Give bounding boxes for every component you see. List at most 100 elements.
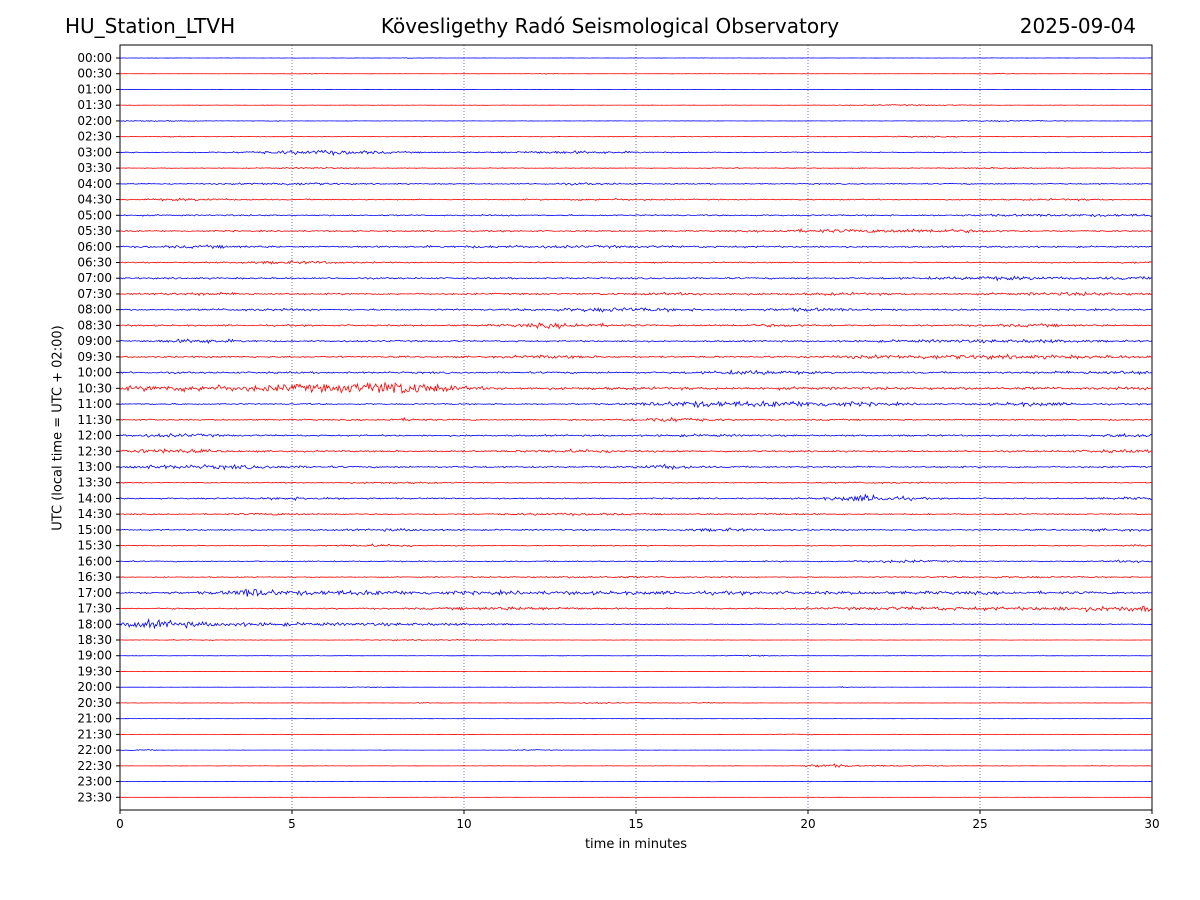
row-label-1130: 11:30: [77, 413, 112, 427]
row-label-0830: 08:30: [77, 318, 112, 332]
trace-1430: [119, 512, 1153, 517]
row-label-0000: 00:00: [77, 51, 112, 65]
x-tick-label-20: 20: [800, 817, 815, 831]
trace-2200: [119, 749, 1152, 752]
row-label-1730: 17:30: [77, 602, 112, 616]
row-label-0700: 07:00: [77, 271, 112, 285]
row-label-0400: 04:00: [77, 177, 112, 191]
row-label-1400: 14:00: [77, 491, 112, 505]
trace-0500: [119, 213, 1153, 218]
seismic-traces: [119, 57, 1153, 798]
row-label-0100: 01:00: [77, 82, 112, 96]
trace-0300: [119, 149, 1153, 157]
row-label-1100: 11:00: [77, 397, 112, 411]
trace-1330: [119, 481, 1153, 485]
row-label-1900: 19:00: [77, 649, 112, 663]
trace-1030: [119, 381, 1153, 395]
trace-2130: [119, 733, 1153, 736]
row-label-2200: 22:00: [77, 743, 112, 757]
trace-2000: [120, 686, 1153, 689]
row-label-1300: 13:00: [77, 460, 112, 474]
row-label-0530: 05:30: [77, 224, 112, 238]
row-label-0900: 09:00: [77, 334, 112, 348]
row-label-1000: 10:00: [77, 366, 112, 380]
trace-0700: [119, 275, 1153, 282]
row-label-1930: 19:30: [77, 664, 112, 678]
row-label-0630: 06:30: [77, 255, 112, 269]
row-label-1830: 18:30: [77, 633, 112, 647]
plot-date: 2025-09-04: [1019, 14, 1136, 38]
trace-0830: [119, 322, 1153, 330]
station-id: HU_Station_LTVH: [65, 14, 236, 38]
row-label-2330: 23:30: [77, 790, 112, 804]
row-label-2000: 20:00: [77, 680, 112, 694]
trace-0130: [119, 104, 1153, 107]
row-label-0330: 03:30: [77, 161, 112, 175]
x-axis-label: time in minutes: [584, 837, 688, 852]
row-label-1330: 13:30: [77, 476, 112, 490]
row-label-2300: 23:00: [77, 775, 112, 789]
x-tick-label-25: 25: [972, 817, 987, 831]
trace-1300: [119, 463, 1153, 471]
row-label-1600: 16:00: [77, 554, 112, 568]
row-label-1530: 15:30: [77, 539, 112, 553]
row-label-2230: 22:30: [77, 759, 112, 773]
trace-1230: [119, 448, 1153, 454]
trace-0430: [119, 197, 1153, 202]
row-label-0030: 00:30: [77, 67, 112, 81]
trace-0630: [119, 260, 1153, 265]
row-label-1700: 17:00: [77, 586, 112, 600]
trace-1400: [119, 493, 1153, 502]
row-label-0230: 02:30: [77, 130, 112, 144]
x-tick-label-5: 5: [288, 817, 296, 831]
trace-1100: [119, 400, 1153, 409]
trace-1500: [119, 527, 1153, 533]
row-label-1030: 10:30: [77, 381, 112, 395]
row-label-2130: 21:30: [77, 727, 112, 741]
row-label-0730: 07:30: [77, 287, 112, 301]
trace-0730: [119, 291, 1153, 297]
row-label-1800: 18:00: [77, 617, 112, 631]
trace-1930: [119, 670, 1153, 673]
trace-0000: [119, 57, 1153, 59]
trace-0900: [119, 338, 1153, 345]
trace-0930: [119, 353, 1153, 360]
observatory-title: Kövesligethy Radó Seismological Observat…: [380, 14, 840, 38]
row-label-0500: 05:00: [77, 208, 112, 222]
trace-0400: [120, 182, 1153, 186]
x-tick-label-15: 15: [628, 817, 643, 831]
trace-1630: [119, 575, 1153, 579]
trace-2030: [119, 701, 1153, 705]
trace-0030: [119, 72, 1153, 75]
y-axis-label: UTC (local time = UTC + 02:00): [50, 325, 66, 531]
row-label-0300: 03:00: [77, 145, 112, 159]
x-tick-label-10: 10: [456, 817, 471, 831]
trace-1130: [119, 416, 1153, 423]
trace-0230: [119, 135, 1153, 138]
trace-1830: [119, 638, 1153, 642]
row-label-1500: 15:00: [77, 523, 112, 537]
trace-1600: [119, 559, 1153, 564]
trace-0600: [119, 244, 1153, 250]
minute-gridlines: [291, 45, 981, 810]
row-label-1630: 16:30: [77, 570, 112, 584]
trace-0800: [119, 307, 1153, 313]
trace-0200: [119, 119, 1153, 123]
trace-1530: [119, 543, 1153, 547]
trace-1000: [119, 369, 1153, 376]
row-label-0600: 06:00: [77, 240, 112, 254]
row-label-2100: 21:00: [77, 712, 112, 726]
trace-0530: [119, 227, 1153, 234]
row-label-0930: 09:30: [77, 350, 112, 364]
row-label-1230: 12:30: [77, 444, 112, 458]
row-label-0800: 08:00: [77, 303, 112, 317]
row-label-0430: 04:30: [77, 193, 112, 207]
x-tick-label-0: 0: [116, 817, 124, 831]
trace-1900: [119, 654, 1153, 657]
trace-1700: [119, 588, 1153, 597]
row-label-2030: 20:30: [77, 696, 112, 710]
row-label-1200: 12:00: [77, 429, 112, 443]
trace-0330: [119, 166, 1153, 170]
